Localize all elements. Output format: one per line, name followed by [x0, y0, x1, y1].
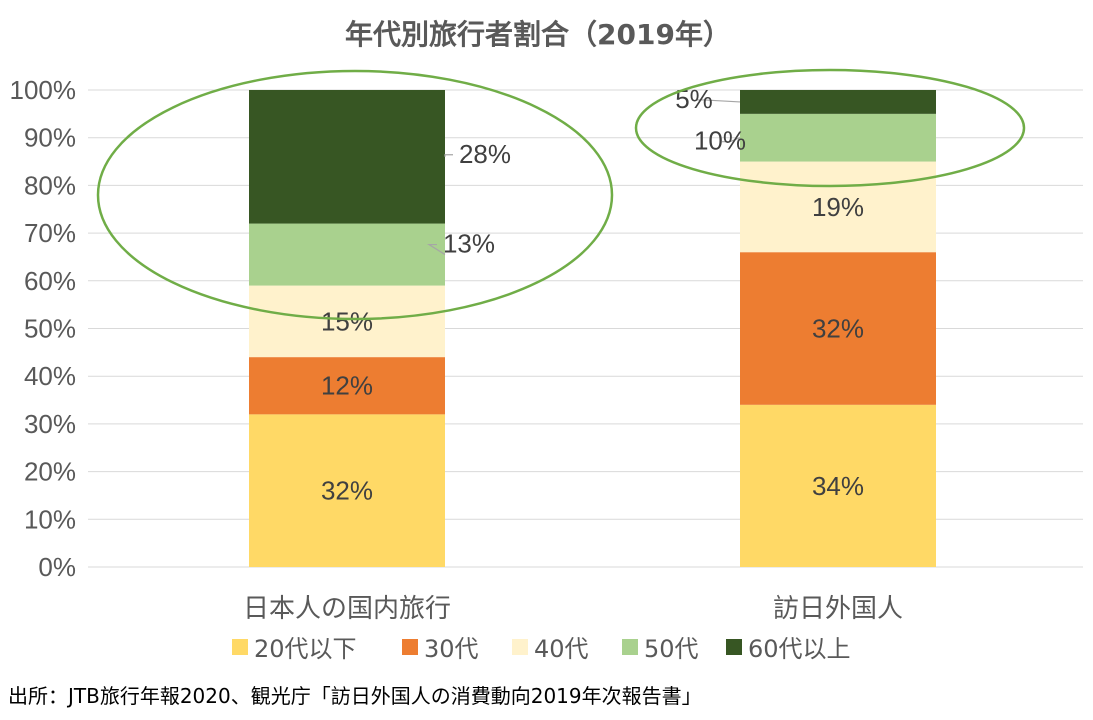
- y-tick-label: 30%: [24, 409, 76, 439]
- y-tick-label: 60%: [24, 266, 76, 296]
- data-label: 12%: [321, 371, 373, 401]
- bar-segment: [740, 90, 936, 114]
- y-tick-label: 100%: [10, 75, 77, 105]
- y-tick-label: 70%: [24, 218, 76, 248]
- bar-segment: [249, 90, 445, 224]
- highlight-ellipse-foreign: [634, 68, 1026, 188]
- bar-segment: [740, 161, 936, 253]
- bar-segment: [249, 285, 445, 358]
- source-note: 出所：JTB旅行年報2020、観光庁「訪日外国人の消費動向2019年次報告書」: [8, 684, 702, 708]
- legend-swatch: [232, 639, 248, 655]
- y-tick-label: 90%: [24, 123, 76, 153]
- highlight-ellipses: [96, 68, 1026, 321]
- y-tick-label: 50%: [24, 314, 76, 344]
- y-tick-label: 10%: [24, 504, 76, 534]
- chart-title: 年代別旅行者割合（2019年）: [345, 18, 731, 51]
- x-category-label: 訪日外国人: [773, 594, 903, 624]
- bars: [249, 90, 936, 567]
- legend-label: 60代以上: [748, 635, 851, 663]
- y-tick-label: 80%: [24, 170, 76, 200]
- leader-line: [426, 243, 446, 256]
- data-label: 28%: [459, 139, 511, 169]
- bar-segment: [740, 252, 936, 405]
- legend-label: 30代: [424, 635, 479, 663]
- data-label: 34%: [812, 471, 864, 501]
- bar-segment: [249, 414, 445, 567]
- x-category-label: 日本人の国内旅行: [243, 594, 451, 624]
- y-tick-label: 20%: [24, 457, 76, 487]
- data-label: 19%: [812, 192, 864, 222]
- data-labels: 32% 12% 15% 13% 28% 34% 32% 19% 10% 5%: [321, 84, 864, 506]
- data-label: 13%: [443, 229, 495, 259]
- x-axis: 日本人の国内旅行 訪日外国人: [243, 594, 903, 624]
- data-label: 15%: [321, 306, 373, 336]
- leader-line: [696, 99, 741, 103]
- legend-label: 40代: [534, 635, 589, 663]
- highlight-ellipse-domestic: [96, 69, 614, 321]
- legend: 20代以下 30代 40代 50代 60代以上: [232, 635, 851, 663]
- data-label: 32%: [321, 476, 373, 506]
- legend-label: 20代以下: [254, 635, 357, 663]
- legend-label: 50代: [644, 635, 699, 663]
- y-tick-label: 0%: [38, 552, 76, 582]
- legend-swatch: [622, 639, 638, 655]
- bar-segment: [249, 357, 445, 415]
- bar-segment: [249, 223, 445, 286]
- leader-line: [444, 154, 453, 157]
- bar-segment: [740, 404, 936, 567]
- data-label: 32%: [812, 314, 864, 344]
- legend-swatch: [512, 639, 528, 655]
- bar-segment: [740, 113, 936, 162]
- data-label: 10%: [694, 126, 746, 156]
- legend-swatch: [402, 639, 418, 655]
- legend-swatch: [726, 639, 742, 655]
- leader-line: [722, 137, 741, 143]
- y-axis: 0% 10% 20% 30% 40% 50% 60% 70% 80% 90% 100%: [10, 75, 77, 582]
- data-label: 5%: [675, 84, 713, 114]
- y-tick-label: 40%: [24, 361, 76, 391]
